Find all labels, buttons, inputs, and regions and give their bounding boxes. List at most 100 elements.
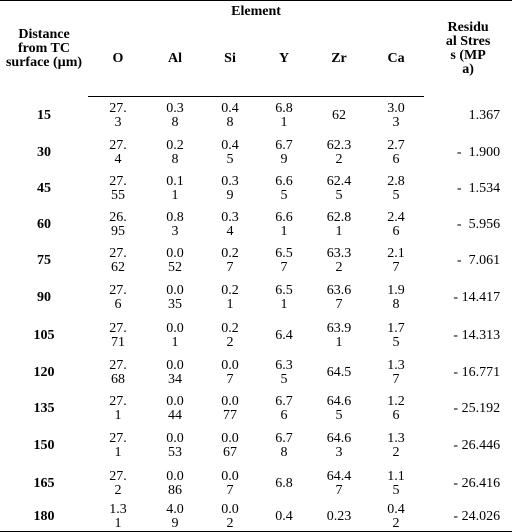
- element-header: O: [88, 22, 148, 97]
- element-y-cell: 6.65: [258, 171, 310, 207]
- element-header: Al: [148, 22, 202, 97]
- cell-value: 64.65: [326, 393, 352, 423]
- cell-value: 0.83: [166, 209, 184, 239]
- cell-value: 2.17: [387, 245, 405, 275]
- distance-header: Distance from TC surface (µm): [0, 0, 88, 97]
- element-y-cell: 6.76: [258, 391, 310, 427]
- cell-value: 0.035: [166, 282, 184, 312]
- table-row: 180 1.31 4.09 0.02 0.4 0.23 0.42 - 24.026: [0, 501, 513, 532]
- element-y-cell: 6.51: [258, 279, 310, 317]
- cell-value: 0.22: [221, 320, 239, 350]
- element-ca-cell: 1.15: [368, 465, 424, 503]
- distance-cell: 90: [37, 289, 51, 305]
- cell-value: 6.51: [275, 282, 293, 312]
- cell-value: 0.34: [221, 209, 239, 239]
- element-y-cell: 6.57: [258, 243, 310, 279]
- distance-cell: 15: [37, 107, 51, 123]
- table-row: 150 27.1 0.053 0.067 6.78 64.63 1.32 - 26.446: [0, 427, 512, 465]
- cell-value: 64.63: [326, 430, 352, 460]
- stress-cell: - 24.026: [424, 502, 513, 532]
- cell-value: 62.81: [326, 209, 352, 239]
- element-o-cell: 27.62: [88, 243, 148, 279]
- element-ca-cell: 2.76: [368, 135, 424, 171]
- stress-cell: - 14.417: [453, 289, 501, 305]
- element-zr-cell: 62.81: [310, 207, 368, 243]
- cell-value: 2.85: [387, 173, 405, 203]
- cell-value: 0.21: [221, 282, 239, 312]
- cell-value: 27.3: [109, 100, 127, 130]
- element-zr-cell: 64.5: [310, 355, 368, 391]
- element-si-cell: 0.45: [202, 135, 258, 171]
- cell-value: 1.75: [387, 320, 405, 350]
- cell-value: 0.28: [166, 137, 184, 167]
- cell-value: 63.32: [326, 245, 352, 275]
- element-header: Si: [202, 22, 258, 97]
- element-al-cell: 0.28: [148, 135, 202, 171]
- cell-value: 2.46: [387, 209, 405, 239]
- element-ca-cell: 0.42: [368, 502, 425, 532]
- cell-value: 63.91: [326, 320, 352, 350]
- cell-value: 27.1: [109, 430, 127, 460]
- element-o-cell: 27.1: [88, 427, 148, 465]
- element-zr-cell: 64.63: [310, 427, 368, 465]
- element-si-cell: 0.22: [202, 317, 258, 355]
- cell-value: 6.61: [275, 209, 293, 239]
- distance-cell: 165: [33, 475, 55, 491]
- element-ca-cell: 2.46: [368, 207, 424, 243]
- distance-cell: 105: [33, 327, 55, 343]
- cell-value: 0.02: [221, 501, 239, 531]
- cell-value: 27.6: [109, 282, 127, 312]
- cell-value: 2.76: [387, 137, 405, 167]
- table-row: 75 27.62 0.052 0.27 6.57 63.32 2.17 - 7.061: [0, 243, 512, 279]
- element-y-cell: 6.4: [258, 317, 310, 355]
- element-zr-cell: 0.23: [310, 502, 368, 532]
- element-o-cell: 1.31: [88, 502, 148, 532]
- cell-value: 6.76: [275, 393, 293, 423]
- cell-value: 0.39: [221, 173, 239, 203]
- element-ca-cell: 2.17: [368, 243, 424, 279]
- cell-value: 6.65: [275, 173, 293, 203]
- element-zr-cell: 62: [310, 97, 368, 135]
- element-y-cell: 6.61: [258, 207, 310, 243]
- stress-cell: - 26.446: [453, 437, 501, 453]
- cell-value: 27.71: [109, 320, 127, 350]
- cell-value: 27.2: [109, 468, 127, 498]
- cell-value: 0.11: [166, 173, 184, 203]
- cell-value: 63.67: [326, 282, 352, 312]
- cell-value: 0.45: [221, 137, 239, 167]
- cell-value: 0.07: [221, 357, 239, 387]
- element-al-cell: 0.01: [148, 317, 202, 355]
- cell-value: 26.95: [109, 209, 127, 239]
- cell-value: 6.78: [275, 430, 293, 460]
- element-group-header: Element: [88, 0, 425, 23]
- element-ca-cell: 3.03: [368, 97, 424, 135]
- element-zr-cell: 64.47: [310, 465, 368, 503]
- distance-cell: 30: [37, 144, 51, 160]
- cell-value: 0.38: [166, 100, 184, 130]
- cell-value: 1.15: [387, 468, 405, 498]
- table-row: 15 27.3 0.38 0.48 6.81 62 3.03 1.367: [0, 97, 512, 135]
- cell-value: 6.8: [275, 475, 293, 491]
- distance-cell: 45: [37, 180, 51, 196]
- cell-value: 0.07: [221, 468, 239, 498]
- stress-header: Residual Stress (MPa): [424, 0, 513, 97]
- element-ca-cell: 1.26: [368, 391, 424, 427]
- distance-cell: 150: [33, 437, 55, 453]
- cell-value: 1.26: [387, 393, 405, 423]
- element-o-cell: 27.1: [88, 391, 148, 427]
- cell-value: 62: [332, 107, 346, 123]
- cell-value: 6.4: [275, 327, 293, 343]
- element-al-cell: 0.034: [148, 355, 202, 391]
- cell-value: 64.47: [326, 468, 352, 498]
- element-si-cell: 0.077: [202, 391, 258, 427]
- element-o-cell: 27.4: [88, 135, 148, 171]
- cell-value: 4.09: [166, 501, 184, 531]
- element-al-cell: 0.11: [148, 171, 202, 207]
- stress-cell: - 1.534: [456, 180, 501, 196]
- cell-value: 1.98: [387, 282, 405, 312]
- element-si-cell: 0.39: [202, 171, 258, 207]
- element-ca-cell: 1.32: [368, 427, 424, 465]
- element-al-cell: 0.052: [148, 243, 202, 279]
- element-y-cell: 6.35: [258, 355, 310, 391]
